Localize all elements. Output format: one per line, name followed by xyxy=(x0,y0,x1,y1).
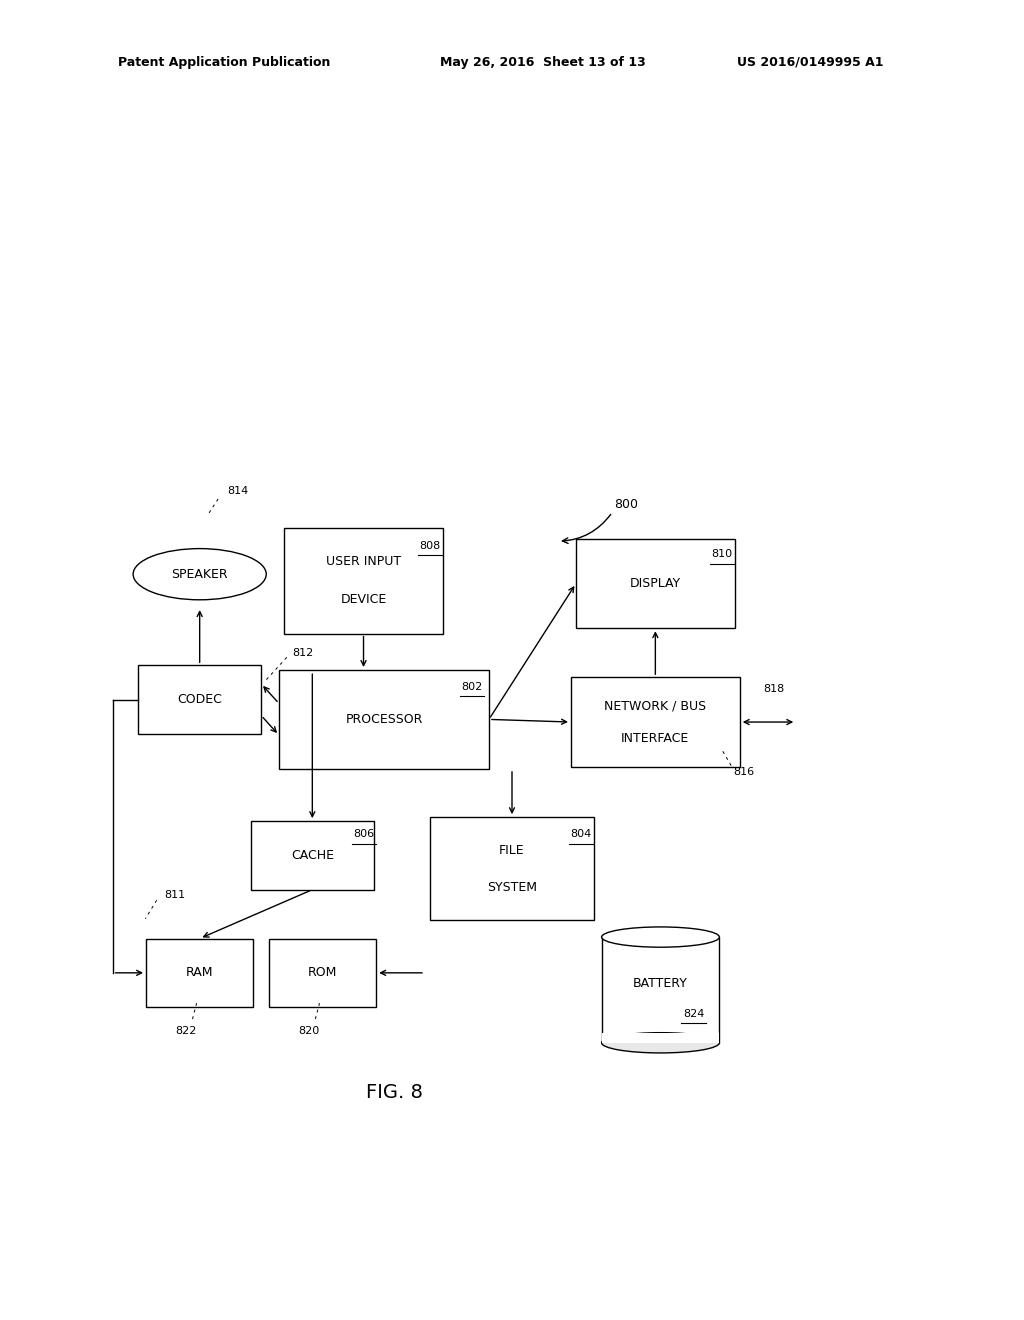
Text: 800: 800 xyxy=(614,498,638,511)
Text: 818: 818 xyxy=(763,684,784,694)
Text: 814: 814 xyxy=(227,486,249,496)
Text: 822: 822 xyxy=(176,1026,197,1036)
Bar xyxy=(602,1032,719,1043)
Text: DISPLAY: DISPLAY xyxy=(630,577,681,590)
Text: Patent Application Publication: Patent Application Publication xyxy=(118,55,330,69)
Bar xyxy=(602,937,719,1043)
Text: May 26, 2016  Sheet 13 of 13: May 26, 2016 Sheet 13 of 13 xyxy=(440,55,646,69)
Text: INTERFACE: INTERFACE xyxy=(622,731,689,744)
Text: 811: 811 xyxy=(164,890,185,900)
Text: CODEC: CODEC xyxy=(177,693,222,706)
Text: 806: 806 xyxy=(353,829,375,840)
Text: DEVICE: DEVICE xyxy=(340,593,387,606)
Bar xyxy=(575,539,735,628)
Text: FIG. 8: FIG. 8 xyxy=(366,1084,423,1102)
Ellipse shape xyxy=(601,1032,719,1053)
Text: BATTERY: BATTERY xyxy=(633,977,688,990)
Text: CACHE: CACHE xyxy=(291,849,334,862)
Bar xyxy=(251,821,374,890)
Text: 816: 816 xyxy=(733,767,755,777)
Ellipse shape xyxy=(133,549,266,599)
Text: USER INPUT: USER INPUT xyxy=(326,556,401,569)
Text: NETWORK / BUS: NETWORK / BUS xyxy=(604,700,707,713)
Ellipse shape xyxy=(601,927,719,948)
Bar xyxy=(279,671,489,768)
Text: 810: 810 xyxy=(712,549,732,560)
Text: 812: 812 xyxy=(292,648,313,659)
Bar xyxy=(571,677,739,767)
Text: SYSTEM: SYSTEM xyxy=(487,880,537,894)
Text: US 2016/0149995 A1: US 2016/0149995 A1 xyxy=(737,55,884,69)
Bar xyxy=(138,665,261,734)
Bar xyxy=(284,528,442,634)
Text: 824: 824 xyxy=(683,1008,705,1019)
Text: 804: 804 xyxy=(570,829,592,840)
Bar xyxy=(146,939,254,1007)
Text: RAM: RAM xyxy=(186,966,213,979)
Bar xyxy=(430,817,594,920)
Bar xyxy=(268,939,377,1007)
Text: 808: 808 xyxy=(420,541,440,550)
Text: PROCESSOR: PROCESSOR xyxy=(345,713,423,726)
Text: 820: 820 xyxy=(299,1026,319,1036)
Text: ROM: ROM xyxy=(308,966,337,979)
Text: 802: 802 xyxy=(462,681,482,692)
Text: SPEAKER: SPEAKER xyxy=(171,568,228,581)
Text: FILE: FILE xyxy=(499,843,525,857)
